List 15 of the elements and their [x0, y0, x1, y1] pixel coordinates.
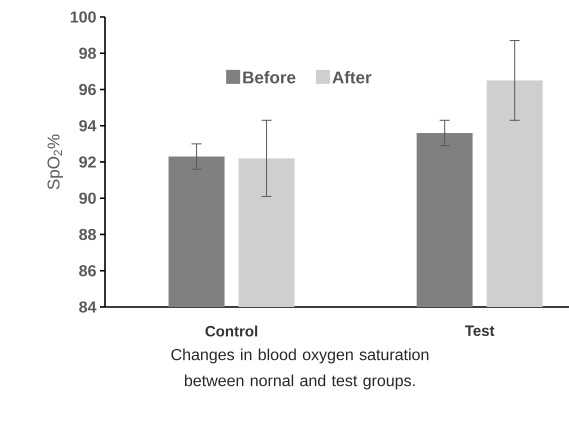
text: Changes in blood oxygen saturation between nornal and test groups.: [171, 348, 428, 390]
y-tick-label: 96: [79, 84, 96, 96]
y-tick-label: 98: [79, 48, 96, 59]
y-tick-label: 84: [79, 301, 96, 313]
y-tick-label: 94: [79, 120, 96, 132]
y-tick-label: 90: [79, 192, 96, 204]
legend-label: Before: [243, 70, 296, 84]
y-tick-label: 88: [79, 228, 96, 240]
x-tick-label: Control: [206, 326, 258, 337]
x-tick-label: Test: [464, 326, 494, 336]
y-axis-title: SpO$_{2}$%: [48, 134, 63, 190]
y-tick-label: 92: [79, 156, 96, 168]
y-tick-label: 100: [70, 11, 96, 23]
legend-label: After: [332, 70, 372, 84]
y-tick-label: 86: [79, 265, 96, 276]
